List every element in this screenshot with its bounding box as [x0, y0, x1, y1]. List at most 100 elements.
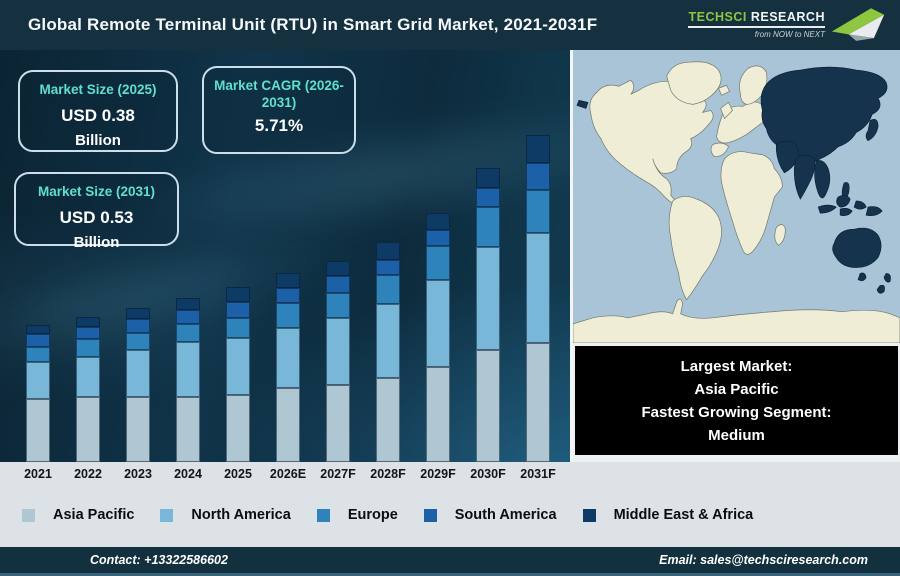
- year-label-2025: 2025: [224, 467, 252, 481]
- bar-segment-south-america: [226, 302, 250, 318]
- bar-segment-asia-pacific: [276, 388, 300, 462]
- legend-label: South America: [454, 507, 557, 523]
- bar-2023: [126, 308, 150, 462]
- legend-item-europe: Europe: [316, 507, 398, 523]
- map-british-isles: [720, 101, 733, 120]
- bar-segment-asia-pacific: [476, 350, 500, 462]
- year-label-2022: 2022: [74, 467, 102, 481]
- map-africa: [720, 151, 783, 255]
- map-antarctica: [573, 298, 900, 343]
- bar-segment-asia-pacific: [26, 399, 50, 462]
- bar-segment-asia-pacific: [226, 395, 250, 462]
- footer-bar: Contact: +13322586602 Email: sales@techs…: [0, 547, 900, 576]
- bar-segment-middle-east-africa: [326, 261, 350, 276]
- year-label-2024: 2024: [174, 467, 202, 481]
- bar-2029F: [426, 213, 450, 462]
- bar-segment-europe: [326, 293, 350, 318]
- bar-segment-north-america: [476, 247, 500, 350]
- legend-item-south-america: South America: [423, 507, 557, 523]
- map-greenland: [666, 61, 722, 105]
- legend-swatch: [423, 508, 437, 522]
- bar-segment-middle-east-africa: [376, 242, 400, 260]
- map-new-guinea-highlighted: [865, 206, 883, 216]
- map-southeast-asia-highlighted: [814, 160, 831, 199]
- legend-swatch: [160, 508, 174, 522]
- bar-segment-europe: [426, 246, 450, 280]
- bar-segment-middle-east-africa: [426, 213, 450, 230]
- bar-segment-south-america: [276, 288, 300, 303]
- map-bering-island-highlighted: [576, 99, 589, 109]
- chart-legend: Asia Pacific North America Europe South Ame…: [22, 507, 753, 523]
- stat-box-market-cagr: Market CAGR (2026-2031) 5.71%: [202, 66, 356, 154]
- chart-panel: Market Size (2025) USD 0.38 Billion Mark…: [0, 50, 570, 462]
- bar-segment-asia-pacific: [376, 378, 400, 462]
- map-indonesia-highlighted: [839, 208, 853, 216]
- footer-email: Email: sales@techsciresearch.com: [659, 553, 868, 567]
- legend-label: North America: [191, 507, 291, 523]
- bar-segment-asia-pacific: [126, 397, 150, 462]
- map-indonesia-highlighted: [817, 204, 837, 214]
- bar-segment-north-america: [526, 233, 550, 343]
- bar-segment-south-america: [126, 319, 150, 333]
- stat-value: USD 0.53: [59, 207, 134, 227]
- stacked-bar-chart: [0, 50, 570, 462]
- year-label-2027F: 2027F: [320, 467, 356, 481]
- bar-2030F: [476, 168, 500, 462]
- bar-2028F: [376, 242, 400, 462]
- bar-2027F: [326, 261, 350, 462]
- map-panel: Largest Market: Asia Pacific Fastest Gro…: [570, 50, 900, 462]
- map-sulawesi-highlighted: [853, 200, 867, 210]
- callout-line: Fastest Growing Segment:: [641, 403, 832, 421]
- map-south-america: [668, 196, 722, 301]
- year-label-2023: 2023: [124, 467, 152, 481]
- bar-segment-europe: [176, 324, 200, 342]
- stat-unit: Billion: [73, 233, 120, 251]
- axis-and-legend-strip: 2021 2022 2023 2024 2025 2026E 2027F 2028F 2029F…: [0, 462, 900, 547]
- bar-segment-europe: [76, 339, 100, 357]
- legend-swatch: [316, 508, 330, 522]
- bar-segment-middle-east-africa: [526, 135, 550, 163]
- bar-segment-asia-pacific: [426, 367, 450, 462]
- legend-item-middle-east-africa: Middle East & Africa: [582, 507, 753, 523]
- logo-brand: TechSci Research: [688, 11, 825, 28]
- stat-box-market-size-2031: Market Size (2031) USD 0.53 Billion: [14, 172, 179, 251]
- bar-2025: [226, 287, 250, 462]
- bar-segment-europe: [526, 190, 550, 233]
- bar-segment-middle-east-africa: [476, 168, 500, 188]
- bar-segment-south-america: [26, 334, 50, 347]
- bar-segment-south-america: [76, 327, 100, 339]
- bar-segment-middle-east-africa: [276, 273, 300, 288]
- map-japan-highlighted: [865, 118, 879, 142]
- header-bar: Global Remote Terminal Unit (RTU) in Sma…: [0, 0, 900, 50]
- world-map-svg: [573, 50, 900, 343]
- bar-segment-north-america: [226, 338, 250, 395]
- year-label-2031F: 2031F: [520, 467, 556, 481]
- bar-segment-north-america: [376, 304, 400, 378]
- callout-line: Largest Market:: [680, 357, 793, 375]
- stat-value: 5.71%: [254, 115, 304, 135]
- bar-segment-north-america: [426, 280, 450, 367]
- bar-segment-middle-east-africa: [176, 298, 200, 310]
- callout-line: Medium: [708, 426, 765, 444]
- bar-segment-europe: [26, 347, 50, 362]
- stat-label: Market CAGR (2026-2031): [214, 78, 344, 110]
- bar-segment-europe: [276, 303, 300, 328]
- legend-swatch: [22, 508, 35, 522]
- bar-segment-europe: [226, 318, 250, 338]
- bar-segment-asia-pacific: [326, 385, 350, 462]
- bar-segment-south-america: [326, 276, 350, 293]
- bar-segment-middle-east-africa: [226, 287, 250, 302]
- bar-segment-south-america: [526, 163, 550, 190]
- bar-segment-north-america: [76, 357, 100, 397]
- map-north-america: [589, 79, 714, 208]
- bar-2021: [26, 325, 50, 462]
- bar-segment-asia-pacific: [76, 397, 100, 462]
- bar-segment-europe: [476, 207, 500, 247]
- stat-box-market-size-2025: Market Size (2025) USD 0.38 Billion: [18, 70, 178, 152]
- year-label-2030F: 2030F: [470, 467, 506, 481]
- page-title: Global Remote Terminal Unit (RTU) in Sma…: [28, 15, 598, 34]
- bar-segment-asia-pacific: [176, 397, 200, 462]
- legend-label: Europe: [347, 507, 398, 523]
- year-label-2028F: 2028F: [370, 467, 406, 481]
